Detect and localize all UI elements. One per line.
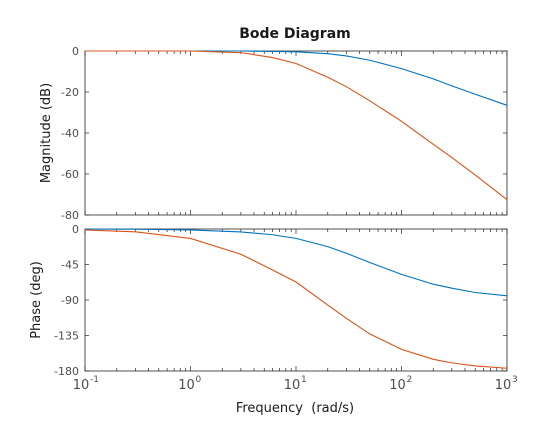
phase-axes: [84, 228, 508, 372]
phase-curves: [84, 228, 508, 369]
phase-ytick-label: -180: [54, 365, 79, 378]
magnitude-curve-2: [85, 50, 508, 201]
frequency-tick-label: 10: [389, 378, 406, 393]
magnitude-axis-label: Magnitude (dB): [39, 83, 54, 183]
frequency-tick-exponent: 1: [301, 375, 307, 385]
magnitude-ytick-label: -80: [61, 209, 79, 222]
phase-ytick-label: -135: [54, 330, 79, 343]
frequency-tick-exponent: -1: [90, 375, 99, 385]
frequency-axis-label: Frequency (rad/s): [236, 401, 354, 416]
frequency-tick-labels: 10 -1 10 0 10 1 10 2 10 3: [73, 375, 518, 393]
phase-panel: 0 -45 -90 -135 -180 Phase (deg): [29, 223, 508, 378]
phase-ytick-label: -90: [61, 294, 79, 307]
magnitude-ytick-label: -20: [61, 86, 79, 99]
phase-curve-2: [84, 229, 508, 369]
chart-title: Bode Diagram: [239, 26, 351, 42]
magnitude-curves: [85, 50, 508, 201]
magnitude-ytick-label: -40: [61, 127, 79, 140]
magnitude-panel: 0 -20 -40 -60 -80 Magnitude (dB): [39, 45, 508, 222]
magnitude-ticks: 0 -20 -40 -60 -80: [61, 45, 508, 222]
phase-axis-label: Phase (deg): [29, 261, 44, 339]
frequency-tick-label: 10: [178, 378, 195, 393]
frequency-tick-label: 10: [495, 378, 512, 393]
phase-ytick-label: 0: [72, 223, 79, 236]
phase-ticks: 0 -45 -90 -135 -180: [54, 223, 508, 378]
frequency-tick-exponent: 3: [512, 375, 518, 385]
frequency-tick-label: 10: [284, 378, 301, 393]
frequency-tick-exponent: 2: [407, 375, 413, 385]
frequency-tick-label: 10: [73, 378, 90, 393]
frequency-tick-exponent: 0: [196, 375, 202, 385]
phase-curve-1: [84, 228, 508, 297]
magnitude-axes: [84, 50, 508, 216]
magnitude-ytick-label: -60: [61, 168, 79, 181]
phase-ytick-label: -45: [61, 259, 79, 272]
magnitude-ytick-label: 0: [72, 45, 79, 58]
